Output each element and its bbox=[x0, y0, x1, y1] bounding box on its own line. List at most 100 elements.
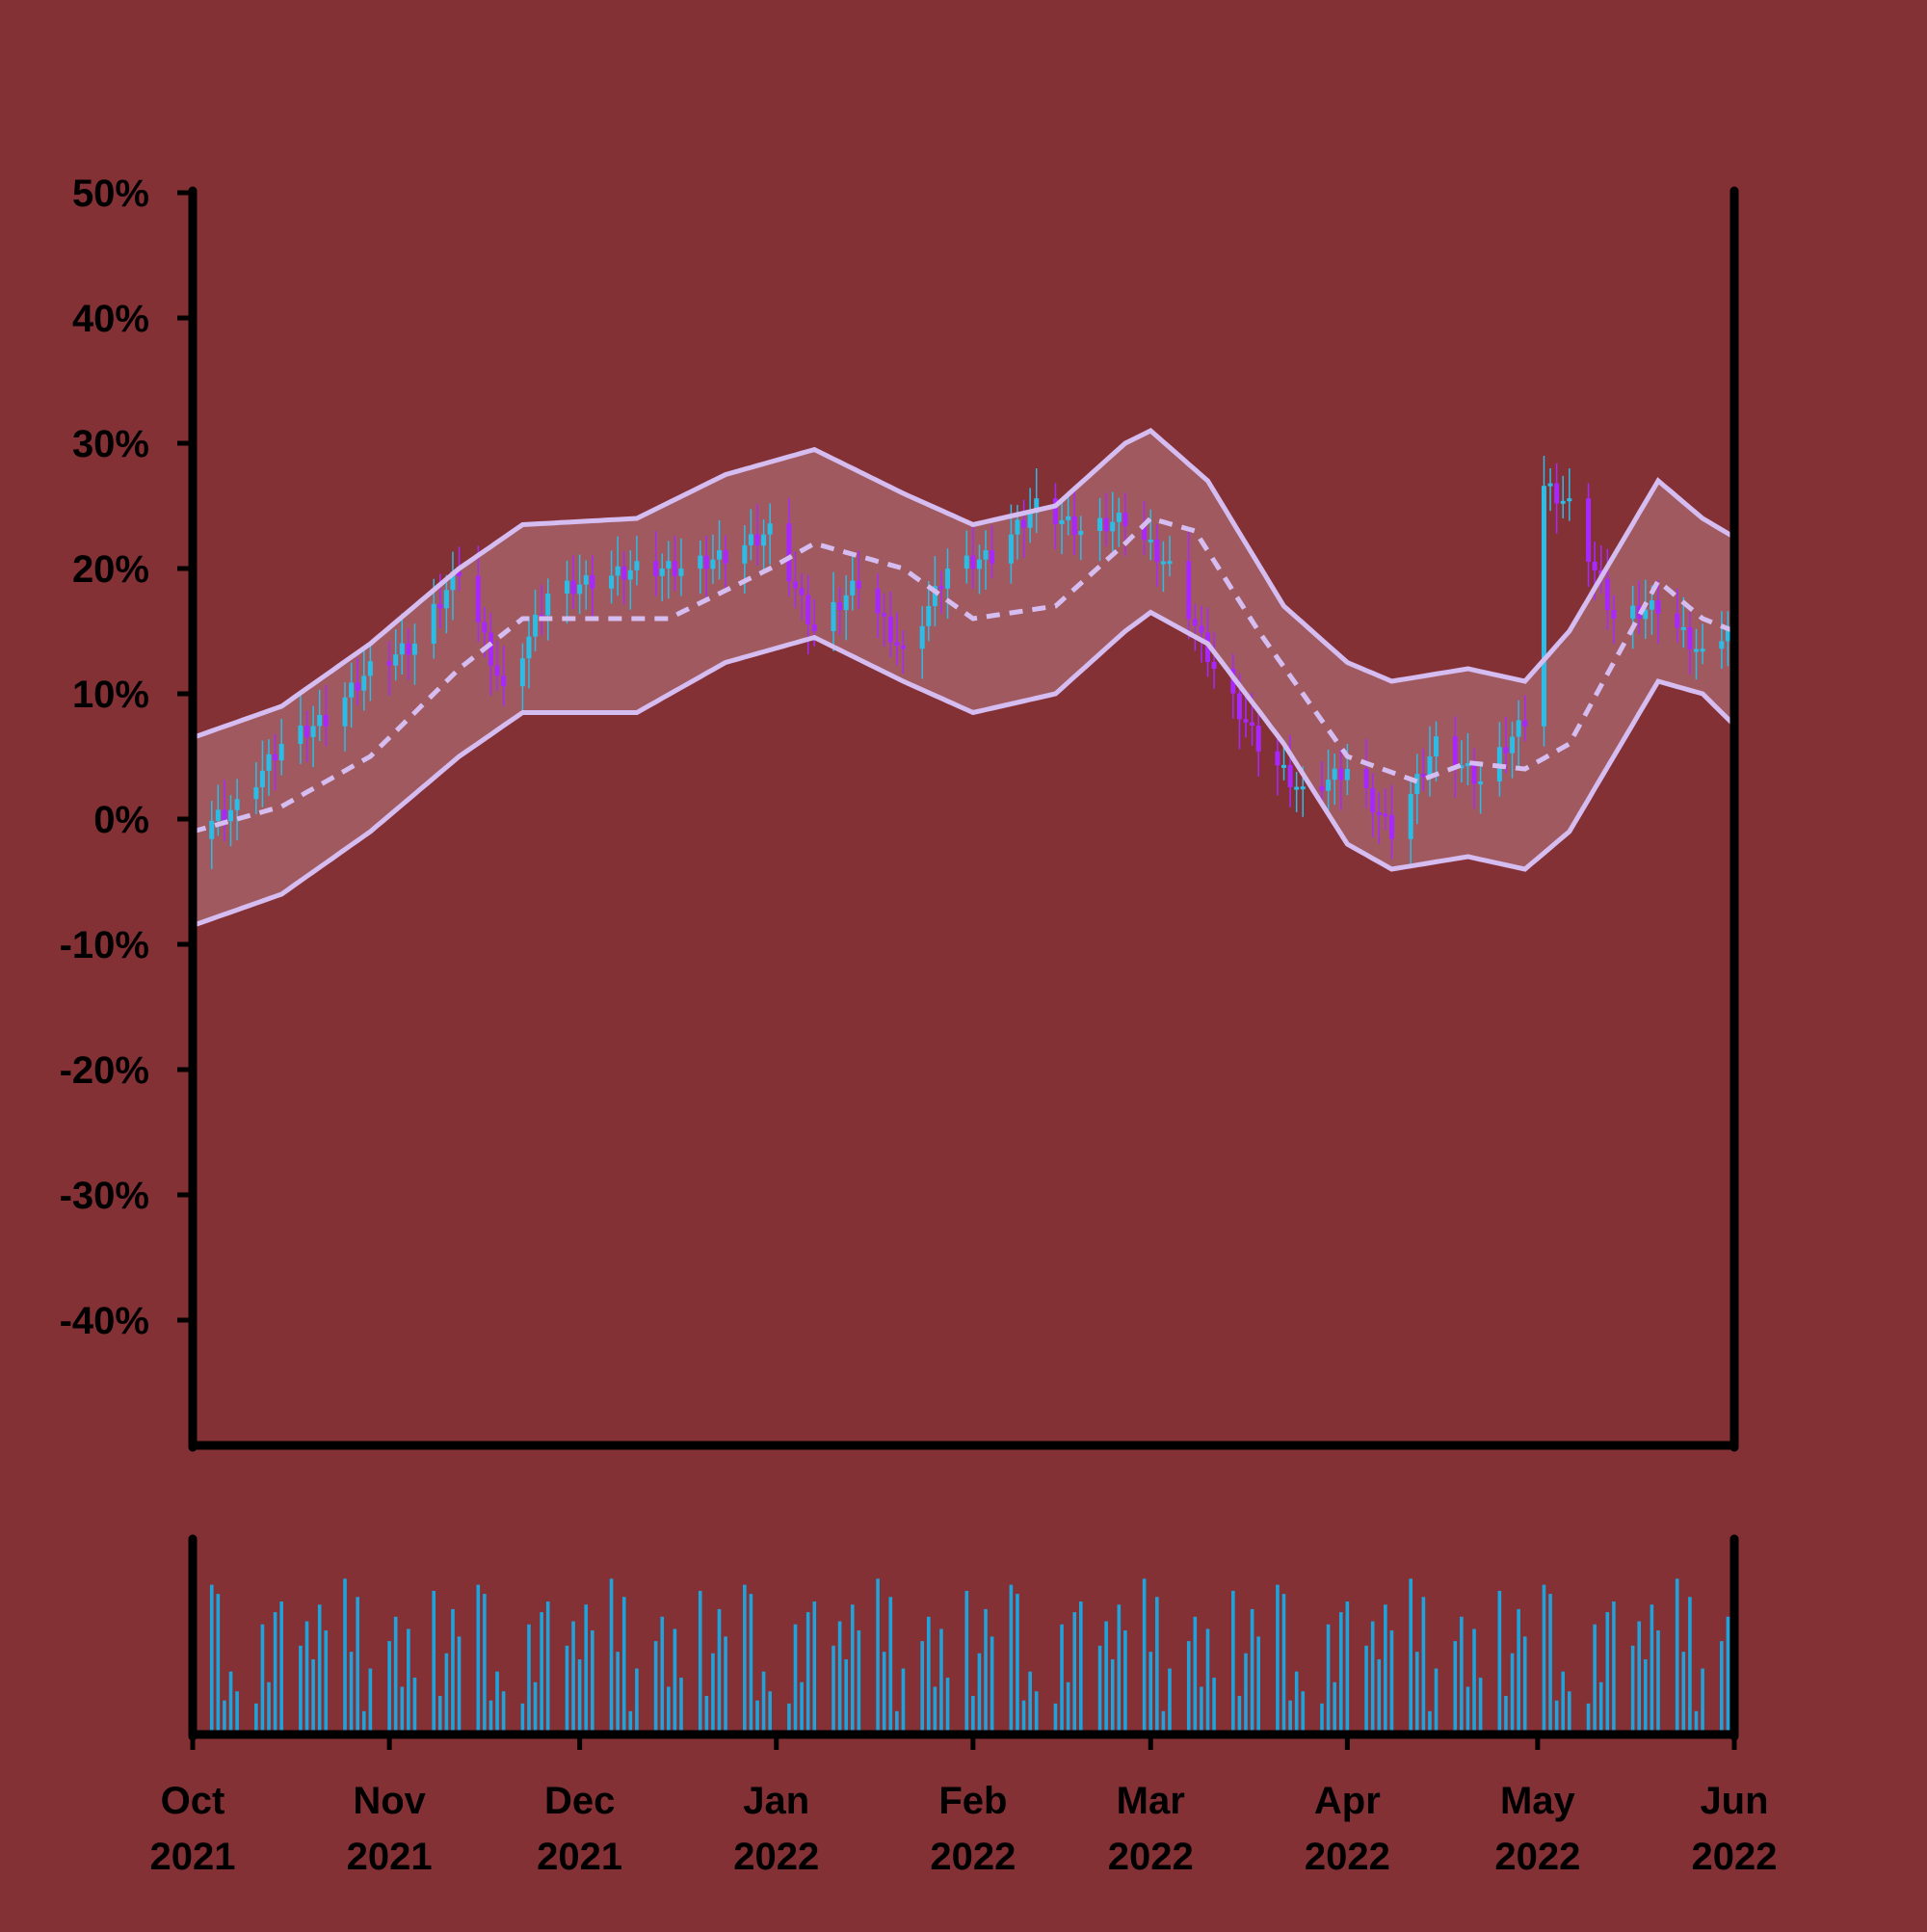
bollinger-band-fill bbox=[193, 431, 1734, 926]
volume-bar bbox=[844, 1659, 848, 1734]
candle-body bbox=[627, 569, 633, 580]
volume-bar bbox=[768, 1691, 772, 1734]
volume-bar bbox=[667, 1686, 671, 1734]
candle-body bbox=[875, 588, 881, 614]
volume-bar bbox=[888, 1597, 893, 1734]
candle-body bbox=[1725, 625, 1730, 642]
volume-bar bbox=[533, 1681, 538, 1734]
candle-body bbox=[411, 644, 417, 655]
y-tick-label: 30% bbox=[72, 423, 149, 465]
candle-body bbox=[964, 555, 969, 569]
bollinger-middle-line bbox=[192, 516, 1735, 834]
candle-body bbox=[539, 614, 544, 618]
volume-bar bbox=[800, 1681, 804, 1734]
candle-body bbox=[1388, 814, 1394, 839]
candle-body bbox=[266, 754, 272, 771]
candle-body bbox=[1643, 609, 1649, 620]
candle-body bbox=[615, 566, 620, 576]
y-tick-label: 20% bbox=[72, 548, 149, 591]
volume-bar bbox=[393, 1616, 398, 1734]
candle-body bbox=[621, 566, 627, 580]
volume-bar bbox=[584, 1604, 589, 1734]
volume-panel: Oct 2021 Nov 2021 Dec 2021 Jan 2022 Feb 2022 Mar 20… bbox=[150, 1534, 1777, 1878]
volume-bar bbox=[540, 1612, 543, 1734]
volume-bar bbox=[1364, 1645, 1368, 1734]
volume-bar bbox=[1193, 1616, 1198, 1734]
candle-body bbox=[228, 809, 234, 822]
volume-bar bbox=[1186, 1641, 1191, 1734]
candle-body bbox=[1687, 626, 1693, 649]
x-tick-label-month: Apr bbox=[1314, 1780, 1381, 1822]
volume-bar bbox=[260, 1624, 265, 1734]
volume-bar bbox=[1281, 1594, 1286, 1734]
volume-bar bbox=[628, 1710, 633, 1734]
volume-bar bbox=[832, 1645, 835, 1734]
candle-body bbox=[748, 534, 753, 545]
volume-bar bbox=[520, 1703, 525, 1734]
candle-body bbox=[831, 601, 836, 631]
candle-body bbox=[1275, 751, 1280, 766]
candle-body bbox=[1294, 786, 1300, 790]
volume-bar bbox=[527, 1624, 531, 1734]
candle-body bbox=[1199, 625, 1204, 633]
volume-bar bbox=[591, 1630, 594, 1734]
candle-body bbox=[672, 561, 677, 576]
volume-bar bbox=[812, 1601, 817, 1734]
x-tick-label-year: 2022 bbox=[1108, 1836, 1194, 1878]
y-tick-label: 40% bbox=[72, 298, 149, 340]
candle-body bbox=[1427, 756, 1433, 777]
candle-body bbox=[843, 595, 849, 611]
candle-body bbox=[976, 559, 982, 569]
volume-bar bbox=[704, 1695, 709, 1734]
candle-body bbox=[856, 580, 861, 589]
volume-bar bbox=[621, 1597, 626, 1734]
x-tick-label-month: Oct bbox=[161, 1780, 225, 1822]
y-tick-label: 50% bbox=[72, 172, 149, 215]
candle-body bbox=[754, 534, 760, 546]
candle-body bbox=[609, 575, 615, 589]
volume-bar bbox=[324, 1630, 329, 1734]
volume-bar bbox=[939, 1628, 943, 1734]
volume-bar bbox=[1168, 1668, 1172, 1734]
candle-body bbox=[1503, 747, 1509, 754]
candle-body bbox=[278, 744, 284, 761]
volume-bar bbox=[1593, 1624, 1597, 1734]
volume-bar bbox=[1453, 1641, 1458, 1734]
candle-body bbox=[703, 555, 709, 569]
candle-body bbox=[443, 590, 449, 609]
volume-bar bbox=[1142, 1578, 1147, 1734]
volume-bar bbox=[1726, 1616, 1730, 1734]
x-tick-label-year: 2022 bbox=[1305, 1836, 1390, 1878]
candle-body bbox=[1243, 719, 1249, 723]
volume-bar bbox=[1104, 1621, 1108, 1734]
volume-bar bbox=[1123, 1630, 1127, 1734]
volume-bar bbox=[1345, 1601, 1350, 1734]
volume-bar bbox=[1148, 1652, 1153, 1734]
volume-bar bbox=[1434, 1668, 1439, 1734]
volume-bar bbox=[1561, 1671, 1566, 1734]
volume-bar bbox=[1644, 1659, 1648, 1734]
volume-bar bbox=[311, 1659, 315, 1734]
volume-bar bbox=[1542, 1584, 1546, 1734]
candle-body bbox=[1420, 774, 1426, 778]
candle-body bbox=[970, 555, 976, 569]
candle-body bbox=[564, 580, 569, 594]
volume-bar bbox=[1155, 1597, 1159, 1734]
volume-bar bbox=[1630, 1645, 1635, 1734]
candle-body bbox=[1078, 531, 1084, 536]
volume-bar bbox=[1650, 1604, 1654, 1734]
y-tick-label: 10% bbox=[72, 674, 149, 716]
volume-bar bbox=[895, 1710, 899, 1734]
candle-body bbox=[717, 550, 723, 560]
volume-bar bbox=[571, 1621, 575, 1734]
candle-body bbox=[519, 658, 525, 687]
volume-bar bbox=[1016, 1594, 1019, 1734]
candle-body bbox=[1103, 517, 1109, 532]
volume-bar bbox=[609, 1578, 614, 1734]
volume-bar bbox=[387, 1641, 391, 1734]
candle-body bbox=[475, 575, 481, 622]
candle-body bbox=[1326, 780, 1332, 791]
candle-body bbox=[494, 665, 500, 676]
candle-body bbox=[805, 595, 811, 624]
